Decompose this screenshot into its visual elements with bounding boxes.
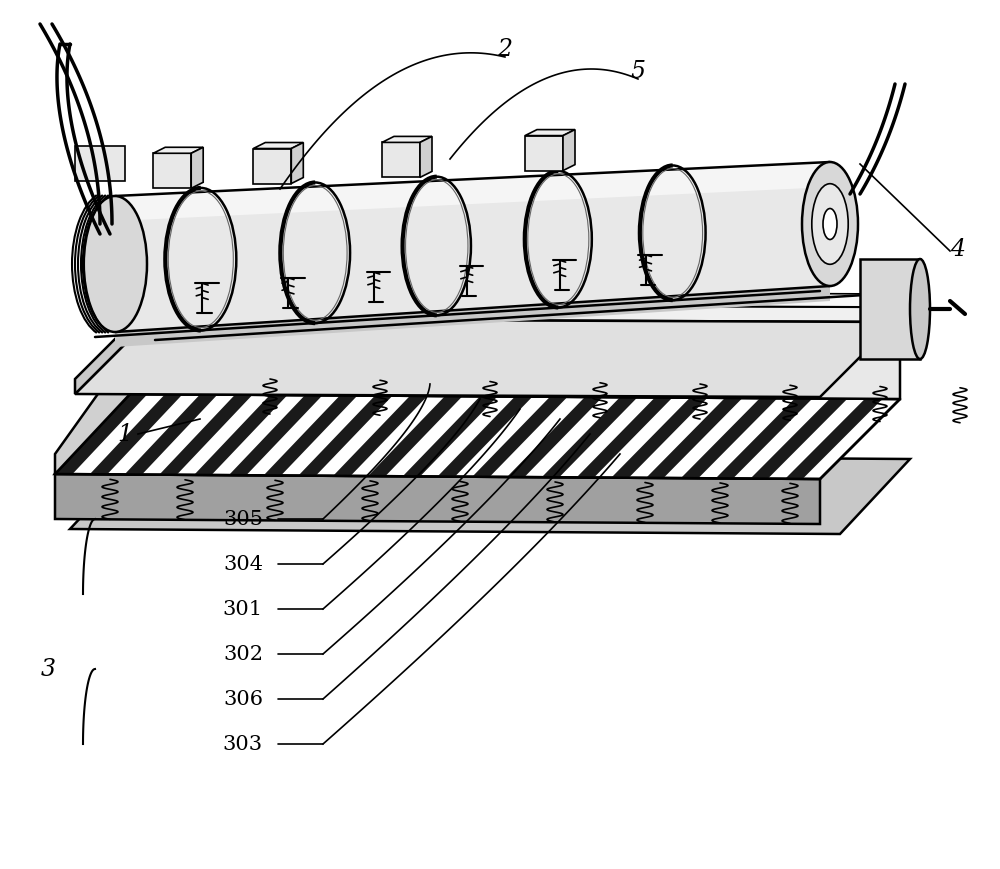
Polygon shape: [368, 396, 462, 476]
Polygon shape: [153, 148, 203, 154]
Polygon shape: [333, 396, 428, 476]
Text: 306: 306: [223, 690, 263, 709]
Polygon shape: [55, 395, 900, 480]
Polygon shape: [860, 260, 920, 360]
Polygon shape: [115, 163, 830, 222]
Polygon shape: [577, 398, 672, 478]
Polygon shape: [150, 305, 895, 322]
Polygon shape: [291, 143, 303, 184]
Polygon shape: [75, 305, 150, 395]
Polygon shape: [130, 349, 900, 400]
Polygon shape: [115, 287, 830, 348]
Ellipse shape: [802, 163, 858, 287]
Polygon shape: [611, 398, 708, 478]
Polygon shape: [681, 399, 778, 479]
Polygon shape: [382, 143, 420, 178]
Polygon shape: [191, 148, 203, 189]
Polygon shape: [716, 399, 812, 479]
Polygon shape: [55, 395, 148, 474]
Polygon shape: [194, 395, 288, 475]
Text: 301: 301: [223, 600, 263, 619]
Text: 2: 2: [498, 38, 512, 62]
Polygon shape: [253, 143, 303, 149]
Polygon shape: [125, 395, 218, 475]
Polygon shape: [382, 137, 432, 143]
Text: 4: 4: [950, 238, 966, 262]
Text: 302: 302: [223, 645, 263, 664]
Polygon shape: [55, 349, 130, 474]
Polygon shape: [75, 147, 125, 182]
Polygon shape: [253, 149, 291, 184]
Polygon shape: [525, 136, 563, 171]
Polygon shape: [420, 137, 432, 178]
Polygon shape: [75, 320, 895, 397]
Polygon shape: [472, 397, 568, 477]
Polygon shape: [165, 292, 900, 308]
Text: 304: 304: [223, 555, 263, 574]
Polygon shape: [750, 399, 848, 479]
Text: 303: 303: [223, 734, 263, 753]
Ellipse shape: [823, 209, 837, 240]
Ellipse shape: [910, 260, 930, 360]
Polygon shape: [563, 130, 575, 171]
Polygon shape: [264, 396, 358, 476]
Text: 3: 3: [40, 658, 56, 680]
Polygon shape: [438, 397, 532, 477]
Polygon shape: [298, 396, 392, 476]
Polygon shape: [507, 397, 602, 478]
Polygon shape: [70, 454, 910, 534]
Ellipse shape: [83, 196, 147, 333]
Polygon shape: [646, 398, 742, 479]
Polygon shape: [542, 398, 638, 478]
Text: 5: 5: [631, 61, 646, 83]
Polygon shape: [403, 397, 498, 477]
Text: 1: 1: [118, 423, 132, 446]
Polygon shape: [229, 395, 322, 475]
Polygon shape: [115, 163, 830, 333]
Polygon shape: [55, 474, 820, 524]
Polygon shape: [159, 395, 252, 475]
Polygon shape: [90, 395, 182, 474]
Polygon shape: [525, 130, 575, 136]
Ellipse shape: [812, 184, 848, 265]
Polygon shape: [153, 154, 191, 189]
Text: 305: 305: [223, 510, 263, 529]
Polygon shape: [785, 400, 883, 480]
